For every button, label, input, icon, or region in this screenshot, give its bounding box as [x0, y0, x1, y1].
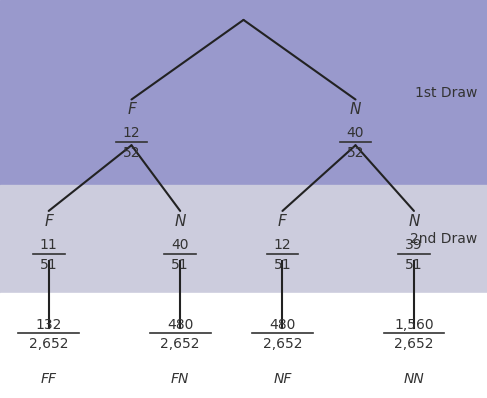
Text: 12: 12 — [123, 127, 140, 140]
Text: NF: NF — [273, 372, 292, 386]
Text: 1,560: 1,560 — [394, 318, 434, 332]
Text: FN: FN — [171, 372, 189, 386]
Text: FF: FF — [41, 372, 56, 386]
Text: 51: 51 — [40, 258, 57, 272]
Text: N: N — [174, 214, 186, 229]
Text: 11: 11 — [40, 238, 57, 252]
Text: 52: 52 — [123, 146, 140, 160]
Text: 480: 480 — [269, 318, 296, 332]
Text: 2,652: 2,652 — [160, 338, 200, 351]
Text: 2,652: 2,652 — [394, 338, 434, 351]
Text: 40: 40 — [171, 238, 189, 252]
Text: N: N — [350, 102, 361, 117]
Text: 51: 51 — [171, 258, 189, 272]
Text: NN: NN — [404, 372, 424, 386]
Text: 51: 51 — [405, 258, 423, 272]
Text: 12: 12 — [274, 238, 291, 252]
Text: 1st Draw: 1st Draw — [415, 86, 477, 100]
Text: F: F — [44, 214, 53, 229]
Text: 2,652: 2,652 — [262, 338, 302, 351]
Text: 52: 52 — [347, 146, 364, 160]
Text: 40: 40 — [347, 127, 364, 140]
Text: 132: 132 — [36, 318, 62, 332]
Text: F: F — [278, 214, 287, 229]
Text: 2nd Draw: 2nd Draw — [410, 232, 477, 246]
Text: 51: 51 — [274, 258, 291, 272]
Text: 480: 480 — [167, 318, 193, 332]
Text: 39: 39 — [405, 238, 423, 252]
Text: 2,652: 2,652 — [29, 338, 69, 351]
Text: N: N — [408, 214, 420, 229]
Bar — [0, 293, 487, 398]
Text: F: F — [127, 102, 136, 117]
Bar — [0, 185, 487, 293]
Bar — [0, 0, 487, 185]
